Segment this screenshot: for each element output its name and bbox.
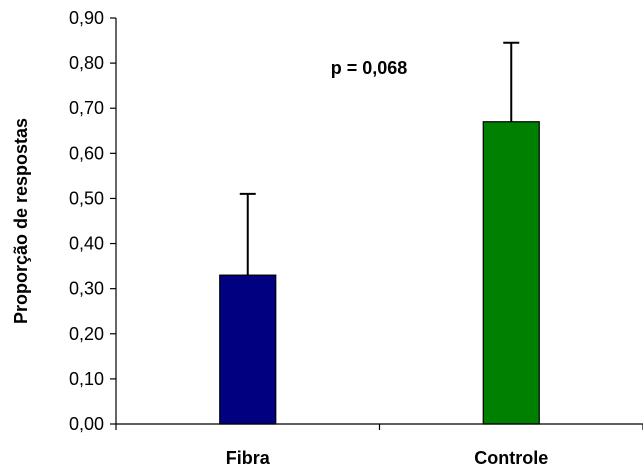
- y-tick-label: 0,80: [69, 53, 104, 73]
- p-value-annotation: p = 0,068: [331, 58, 408, 78]
- bar-controle: [482, 121, 540, 425]
- y-axis-title: Proporção de respostas: [11, 118, 31, 324]
- y-tick-label: 0,00: [69, 414, 104, 434]
- y-axis-ticks: 0,00 0,10 0,20 0,30 0,40 0,50 0,60 0,70 0,80 0,90: [69, 8, 116, 434]
- y-tick-label: 0,20: [69, 324, 104, 344]
- y-tick-label: 0,90: [69, 8, 104, 28]
- y-tick-label: 0,50: [69, 188, 104, 208]
- y-tick-label: 0,40: [69, 234, 104, 254]
- bars: [219, 121, 540, 425]
- error-bars: [239, 41, 520, 276]
- y-tick-label: 0,70: [69, 98, 104, 118]
- bar-fibra: [219, 274, 277, 425]
- axes: [115, 18, 643, 425]
- category-label: Controle: [474, 448, 548, 468]
- y-tick-label: 0,10: [69, 369, 104, 389]
- y-tick-label: 0,30: [69, 279, 104, 299]
- category-label: Fibra: [226, 448, 271, 468]
- category-labels: Fibra Controle: [226, 448, 549, 468]
- y-tick-label: 0,60: [69, 143, 104, 163]
- x-axis-ticks: [115, 424, 643, 430]
